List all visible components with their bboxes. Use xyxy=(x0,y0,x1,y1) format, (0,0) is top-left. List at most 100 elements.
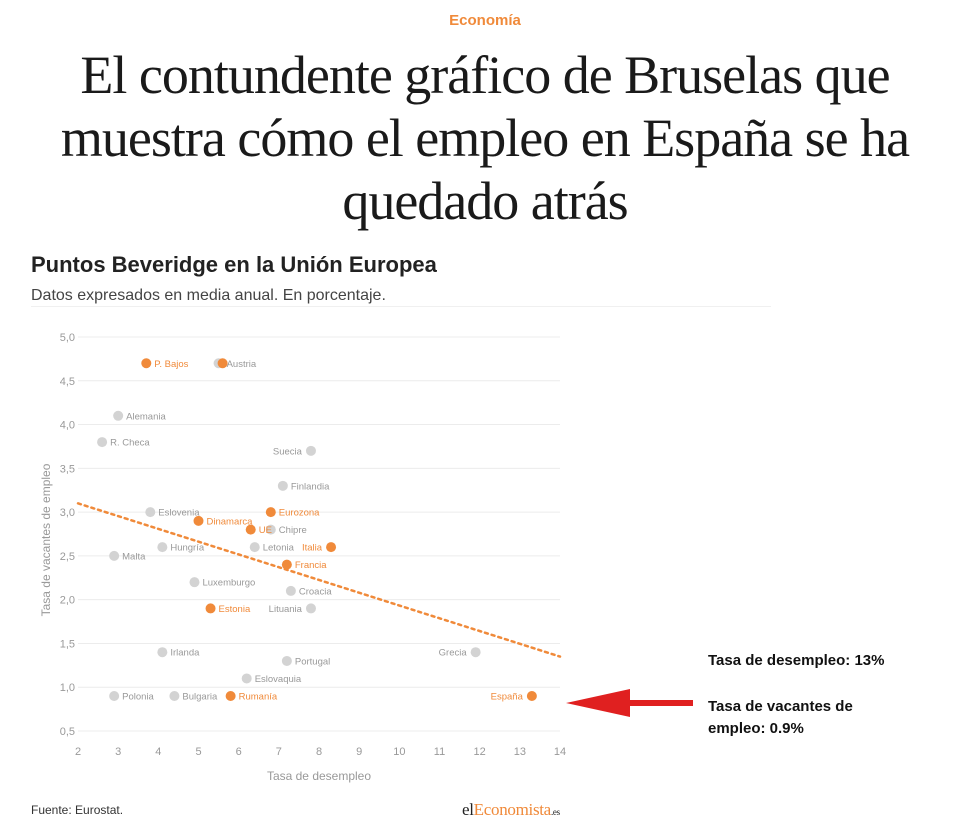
y-tick-labels: 0,5 1,0 1,5 2,0 2,5 3,0 3,5 4,0 4,5 5,0 xyxy=(60,332,75,738)
y-tick-label: 2,5 xyxy=(60,551,75,563)
point-label: Portugal xyxy=(295,656,330,667)
point-label: Chipre xyxy=(279,525,307,536)
point-label: R. Checa xyxy=(110,438,150,449)
x-tick-label: 2 xyxy=(75,746,81,758)
point-label: Malta xyxy=(122,551,146,562)
y-tick-label: 4,0 xyxy=(60,420,75,432)
data-point xyxy=(241,673,252,684)
annotation-vacancies: Tasa de vacantes de empleo: 0.9% xyxy=(708,698,853,737)
red-arrow-icon xyxy=(566,689,693,717)
y-tick-label: 3,5 xyxy=(60,463,75,475)
point-label: Bulgaria xyxy=(182,691,218,702)
point-label: Lituania xyxy=(269,604,303,615)
section-tag[interactable]: Economía xyxy=(449,12,521,29)
y-tick-label: 4,5 xyxy=(60,376,75,388)
data-point xyxy=(109,690,120,701)
chart-title: Puntos Beveridge en la Unión Europea xyxy=(31,252,437,277)
point-label: Italia xyxy=(302,543,323,554)
x-tick-label: 13 xyxy=(514,746,526,758)
point-label: Alemania xyxy=(126,411,166,422)
x-tick-label: 9 xyxy=(356,746,362,758)
y-tick-label: 5,0 xyxy=(60,332,75,344)
point-label: Irlanda xyxy=(170,648,200,659)
headline: El contundente gráfico de Bruselas que m… xyxy=(60,45,910,231)
x-tick-label: 12 xyxy=(474,746,486,758)
data-point xyxy=(277,480,288,491)
point-label: Finlandia xyxy=(291,481,330,492)
point-label: Austria xyxy=(227,359,257,370)
data-points xyxy=(97,358,537,701)
point-label: Rumanía xyxy=(239,691,278,702)
point-label: Grecia xyxy=(439,648,468,659)
data-point xyxy=(249,542,260,553)
point-label: Letonia xyxy=(263,543,295,554)
point-label: Eurozona xyxy=(279,508,320,519)
point-label: Hungría xyxy=(170,543,205,554)
data-point xyxy=(281,559,292,570)
data-point xyxy=(245,524,256,535)
trendline-path xyxy=(76,502,562,658)
point-labels: P. Bajos Austria Alemania R. Checa Suecia Fin… xyxy=(110,359,523,703)
x-tick-label: 3 xyxy=(115,746,121,758)
data-point xyxy=(265,507,276,518)
data-point xyxy=(113,410,124,421)
point-label: Luxemburgo xyxy=(202,578,255,589)
y-tick-label: 2,0 xyxy=(60,595,75,607)
x-tick-label: 7 xyxy=(276,746,282,758)
x-tick-label: 5 xyxy=(195,746,201,758)
data-point xyxy=(141,358,152,369)
point-label: P. Bajos xyxy=(154,359,188,370)
annotation-unemployment: Tasa de desempleo: 13% xyxy=(708,652,885,669)
point-label: Polonia xyxy=(122,691,154,702)
data-point xyxy=(326,542,337,553)
data-point xyxy=(205,603,216,614)
x-axis-label: Tasa de desempleo xyxy=(267,769,371,783)
point-label: España xyxy=(491,691,524,702)
brand-part-3: .es xyxy=(550,807,560,817)
data-point xyxy=(281,655,292,666)
grid-lines xyxy=(78,336,560,732)
data-point xyxy=(217,358,228,369)
point-label: Eslovaquia xyxy=(255,674,302,685)
data-point xyxy=(157,647,168,658)
y-tick-label: 3,0 xyxy=(60,507,75,519)
point-label: Croacia xyxy=(299,586,332,597)
y-tick-label: 1,5 xyxy=(60,638,75,650)
source-note: Fuente: Eurostat. xyxy=(31,803,124,817)
brand-logo[interactable]: elEconomista.es xyxy=(462,800,560,820)
data-point xyxy=(145,507,156,518)
x-tick-label: 11 xyxy=(434,746,445,758)
point-label: Estonia xyxy=(219,604,251,615)
data-point xyxy=(189,577,200,588)
trendline xyxy=(76,502,562,658)
data-point xyxy=(285,585,296,596)
y-axis-label: Tasa de vacantes de empleo xyxy=(39,463,53,616)
data-point xyxy=(305,445,316,456)
y-tick-label: 1,0 xyxy=(60,682,75,694)
x-tick-label: 8 xyxy=(316,746,322,758)
x-tick-label: 4 xyxy=(155,746,161,758)
brand-part-2: Economista xyxy=(473,800,552,819)
x-tick-label: 14 xyxy=(554,746,566,758)
data-point xyxy=(157,542,168,553)
data-point xyxy=(193,515,204,526)
point-label: Eslovenia xyxy=(158,508,200,519)
brand-part-1: el xyxy=(462,800,474,819)
data-point xyxy=(265,524,276,535)
data-point xyxy=(109,550,120,561)
data-point xyxy=(97,437,108,448)
data-point xyxy=(225,690,236,701)
divider xyxy=(31,306,771,307)
x-tick-labels: 2 3 4 5 6 7 8 9 10 11 12 13 14 xyxy=(75,746,566,758)
data-point xyxy=(305,603,316,614)
point-label: Suecia xyxy=(273,446,303,457)
point-label: UE xyxy=(259,525,272,536)
x-tick-label: 10 xyxy=(393,746,405,758)
data-point xyxy=(470,647,481,658)
data-point xyxy=(169,690,180,701)
chart-subtitle: Datos expresados en media anual. En porc… xyxy=(31,287,386,304)
data-point xyxy=(526,690,537,701)
point-label: Dinamarca xyxy=(207,516,254,527)
point-label: Francia xyxy=(295,560,327,571)
